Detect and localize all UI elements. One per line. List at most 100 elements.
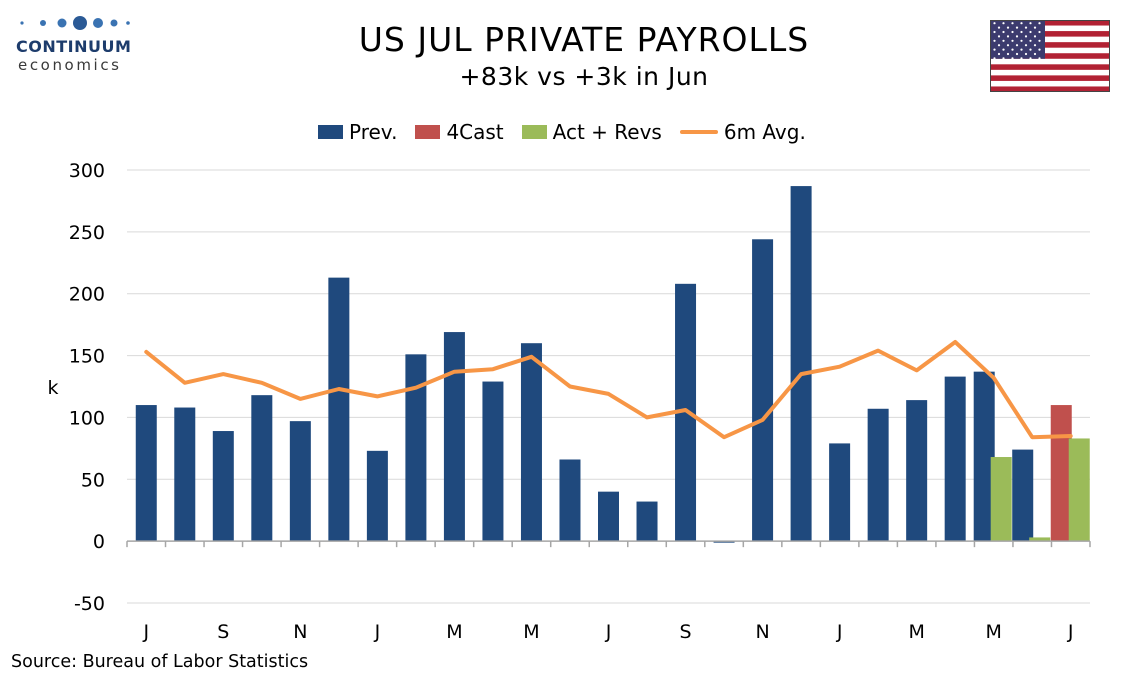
flag-star	[1015, 26, 1019, 29]
flag-stripe	[990, 42, 1110, 48]
bar-prev	[174, 407, 196, 542]
flag-stripe	[990, 20, 1110, 26]
flag-star	[1029, 48, 1032, 51]
flag-star	[1006, 26, 1010, 29]
logo-name: CONTINUUM	[16, 37, 132, 56]
flag-star	[1011, 30, 1014, 34]
x-tick-label: J	[1067, 621, 1074, 643]
flag-star	[1029, 39, 1032, 42]
bar-prev	[1012, 449, 1034, 542]
flag-canton	[990, 20, 1045, 59]
bar-prev	[135, 405, 157, 542]
flag-star	[1002, 57, 1005, 60]
legend-label: 6m Avg.	[723, 120, 806, 144]
flag-star	[1038, 30, 1041, 34]
chart-legend: Prev. 4Cast Act + Revs 6m Avg.	[318, 118, 824, 146]
flag-star	[993, 39, 996, 42]
y-tick-label: 150	[69, 346, 105, 368]
flag-star	[1038, 48, 1041, 51]
flag-star	[1033, 44, 1037, 47]
x-tick-label: J	[605, 621, 612, 643]
bar-prev	[790, 186, 812, 542]
bar-prev	[752, 239, 774, 542]
line-6m-avg	[144, 340, 1073, 440]
logo-subtitle: economics	[18, 56, 122, 74]
flag-star	[1011, 39, 1014, 42]
source-note: Source: Bureau of Labor Statistics	[11, 652, 309, 672]
us-flag-icon	[990, 20, 1110, 92]
bar-prev	[366, 450, 388, 542]
flag-star	[1011, 48, 1014, 51]
flag-star	[1002, 39, 1005, 42]
flag-star	[1024, 44, 1028, 47]
legend-item: Act + Revs	[521, 120, 662, 144]
flag-star	[1011, 22, 1014, 25]
bar-prev	[520, 343, 542, 542]
flag-star	[997, 35, 1001, 38]
flag-star	[1002, 30, 1005, 34]
flag-star	[1020, 39, 1023, 42]
flag-star	[997, 26, 1001, 29]
bar-prev	[598, 491, 619, 542]
x-tick-label: M	[908, 621, 924, 643]
y-tick-label: 300	[69, 160, 105, 182]
flag-star	[1038, 39, 1041, 42]
y-tick-label: 0	[93, 531, 105, 553]
bar-prev	[482, 381, 504, 542]
flag-star	[1006, 35, 1010, 38]
flag-star	[1024, 26, 1028, 29]
flag-stripe	[990, 53, 1110, 59]
x-tick-label: J	[836, 621, 843, 643]
legend-item: 4Cast	[415, 120, 504, 144]
flag-star	[1020, 22, 1023, 25]
flag-star	[997, 44, 1001, 47]
y-tick-label: 200	[69, 284, 105, 306]
bar-prev	[906, 400, 928, 542]
flag-star	[1029, 57, 1032, 60]
flag-star	[1029, 30, 1032, 34]
flag-star	[993, 48, 996, 51]
legend-swatch	[415, 125, 441, 139]
bar-prev	[289, 421, 311, 542]
bar-prev	[405, 354, 427, 542]
flag-star	[1020, 30, 1023, 34]
x-tick-label: S	[217, 621, 229, 643]
x-tick-label: M	[446, 621, 462, 643]
bar-prev	[559, 459, 581, 542]
bar-prev	[829, 443, 851, 542]
x-tick-label: J	[142, 621, 149, 643]
flag-star	[1015, 35, 1019, 38]
bar-act-revs	[1068, 438, 1090, 542]
flag-border	[990, 20, 1110, 92]
flag-stripe	[990, 31, 1110, 37]
flag-star	[1029, 22, 1032, 25]
x-tick-label: M	[985, 621, 1001, 643]
flag-star	[1006, 52, 1010, 56]
flag-star	[1002, 48, 1005, 51]
bar-prev	[443, 332, 465, 542]
y-tick-label: 50	[81, 469, 105, 491]
flag-star	[1006, 44, 1010, 47]
bar-prev	[944, 376, 966, 542]
flag-star	[993, 57, 996, 60]
flag-star	[1011, 57, 1014, 60]
flag-stripe	[990, 86, 1110, 92]
bar-prev	[636, 501, 658, 542]
x-tick-label: N	[293, 621, 307, 643]
x-tick-label: J	[374, 621, 381, 643]
bar-prev	[867, 408, 889, 542]
legend-item: 6m Avg.	[679, 120, 806, 144]
flag-stripe	[990, 64, 1110, 70]
legend-label: 4Cast	[446, 120, 504, 144]
bar-prev	[212, 431, 234, 542]
chart-title: US JUL PRIVATE PAYROLLS	[358, 20, 810, 59]
bar-prev	[328, 277, 350, 542]
flag-star	[1020, 48, 1023, 51]
x-tick-label: M	[523, 621, 539, 643]
logo-dots-icon	[20, 16, 130, 30]
flag-star	[1020, 57, 1023, 60]
bar-4cast	[1050, 405, 1072, 542]
y-tick-label: 100	[69, 407, 105, 429]
y-axis-label: k	[47, 377, 58, 399]
